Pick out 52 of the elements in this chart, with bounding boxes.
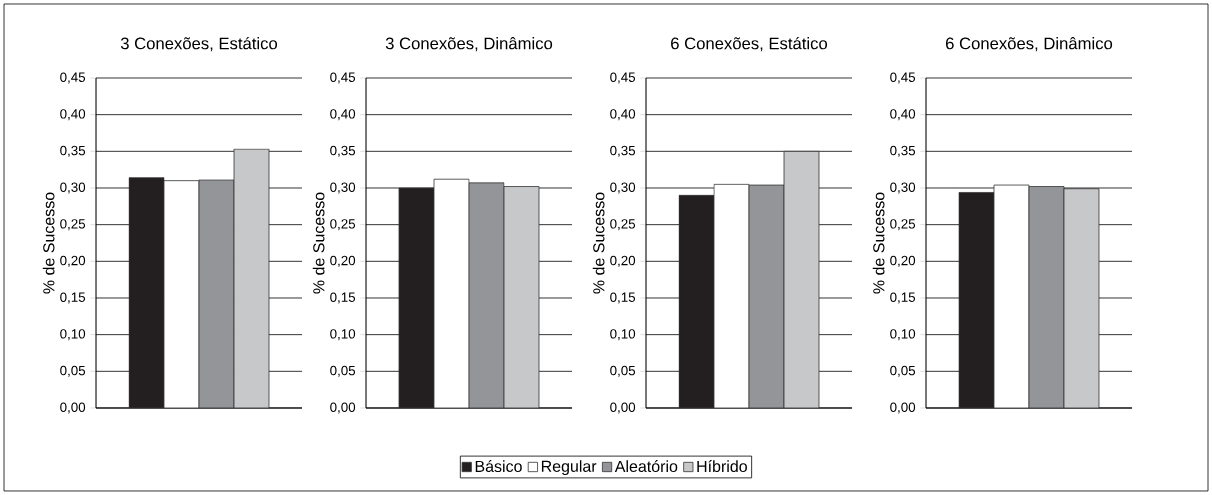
y-tick-label: 0,30 xyxy=(890,182,916,194)
y-tick-label: 0,15 xyxy=(890,292,916,304)
y-tick-label: 0,35 xyxy=(890,145,916,157)
y-tick-label: 0,00 xyxy=(60,402,86,414)
y-tick-label: 0,45 xyxy=(330,72,356,84)
y-tick-label: 0,30 xyxy=(610,182,636,194)
y-tick-label: 0,15 xyxy=(330,292,356,304)
y-tick-label: 0,40 xyxy=(60,109,86,121)
y-tick-label: 0,15 xyxy=(610,292,636,304)
chart-title: 3 Conexões, Estático xyxy=(120,36,278,52)
legend-label: Regular xyxy=(541,460,597,476)
y-tick-label: 0,05 xyxy=(60,365,86,377)
y-tick-label: 0,35 xyxy=(60,145,86,157)
y-tick-label: 0,05 xyxy=(330,365,356,377)
chart-title: 6 Conexões, Dinâmico xyxy=(946,37,1113,52)
y-tick-label: 0,25 xyxy=(330,219,356,231)
legend-label: Híbrido xyxy=(697,460,747,473)
y-tick-label: 0,05 xyxy=(890,365,916,377)
y-tick-label: 0,20 xyxy=(60,255,86,267)
y-tick-label: 0,10 xyxy=(610,329,636,341)
y-tick-label: 0,45 xyxy=(60,72,86,84)
y-tick-label: 0,20 xyxy=(330,255,356,267)
y-tick-label: 0,10 xyxy=(890,329,916,341)
y-tick-label: 0,45 xyxy=(610,72,636,84)
y-tick-label: 0,45 xyxy=(890,72,916,84)
y-tick-label: 0,35 xyxy=(330,145,356,157)
y-tick-label: 0,35 xyxy=(610,145,636,157)
y-axis-title: % de Sucesso xyxy=(312,192,325,294)
y-axis-title: % de Sucesso xyxy=(592,192,605,294)
y-tick-label: 0,00 xyxy=(330,402,356,414)
legend-label: Básico xyxy=(475,460,522,473)
y-tick-label: 0,15 xyxy=(60,292,86,304)
y-axis-title: % de Sucesso xyxy=(42,192,55,294)
y-tick-label: 0,25 xyxy=(610,219,636,231)
y-tick-label: 0,25 xyxy=(890,219,916,231)
y-tick-label: 0,00 xyxy=(610,402,636,414)
chart-title: 3 Conexões, Dinâmico xyxy=(385,37,553,52)
y-tick-label: 0,25 xyxy=(60,219,86,231)
y-tick-label: 0,00 xyxy=(890,402,916,414)
y-tick-label: 0,10 xyxy=(330,329,356,341)
chart-title: 6 Conexões, Estático xyxy=(671,36,828,52)
y-tick-label: 0,40 xyxy=(330,109,356,121)
y-tick-label: 0,40 xyxy=(890,109,916,121)
y-axis-title: % de Sucesso xyxy=(872,192,885,294)
y-tick-label: 0,40 xyxy=(610,109,636,121)
y-tick-label: 0,20 xyxy=(610,255,636,267)
y-tick-label: 0,30 xyxy=(60,182,86,194)
y-tick-label: 0,05 xyxy=(610,365,636,377)
legend-label: Aleatório xyxy=(614,460,678,473)
y-tick-label: 0,10 xyxy=(60,329,86,341)
y-tick-label: 0,20 xyxy=(890,255,916,267)
y-tick-label: 0,30 xyxy=(330,182,356,194)
